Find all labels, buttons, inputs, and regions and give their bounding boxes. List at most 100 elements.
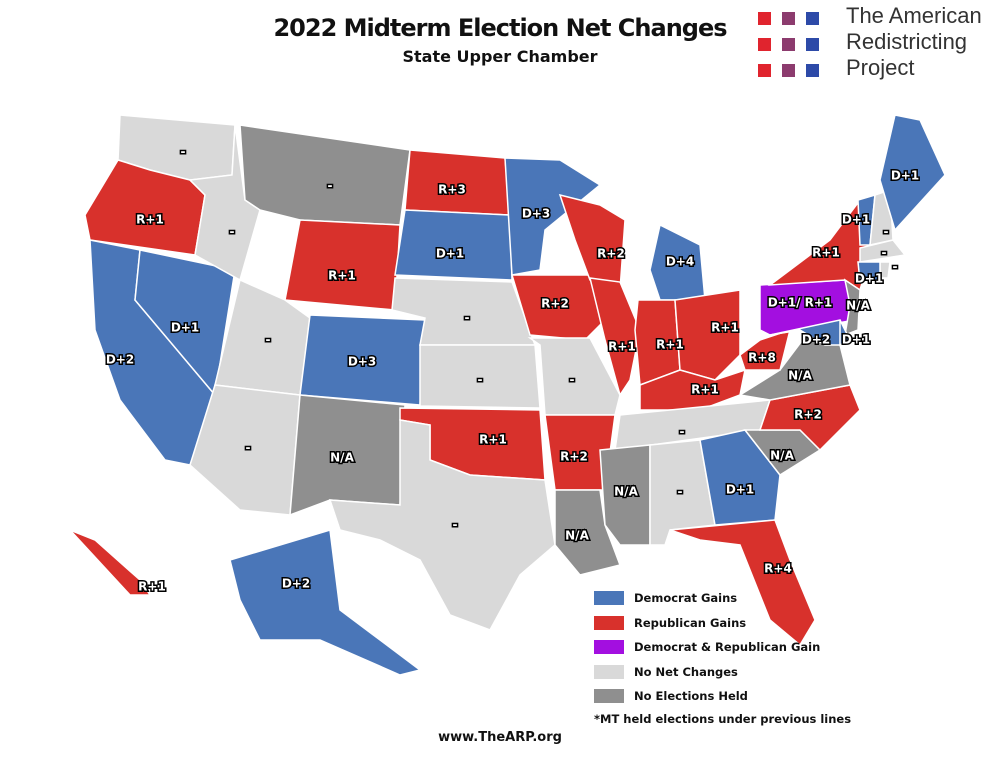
state-label-ny: R+1 xyxy=(812,246,840,260)
state-label-ok: R+1 xyxy=(479,433,507,447)
state-ks[interactable] xyxy=(419,344,541,409)
state-label-oh: R+1 xyxy=(711,321,739,335)
legend-item: No Elections Held xyxy=(594,684,851,709)
state-mt[interactable] xyxy=(239,124,411,226)
logo-square xyxy=(758,38,771,51)
state-label-in: R+1 xyxy=(656,338,684,352)
legend-label: Democrat & Republican Gain xyxy=(634,640,821,655)
legend-item: Democrat Gains xyxy=(594,586,851,611)
state-label-ca: D+2 xyxy=(106,353,134,367)
state-label-mn: D+3 xyxy=(522,207,550,221)
state-label-ms: N/A xyxy=(614,485,638,499)
state-label-nm: N/A xyxy=(330,451,354,465)
state-ak[interactable] xyxy=(229,529,422,676)
state-label-wy: R+1 xyxy=(328,269,356,283)
state-label-ky: R+1 xyxy=(691,383,719,397)
state-az[interactable] xyxy=(189,384,301,516)
state-label-id: - xyxy=(230,225,235,239)
legend-swatch xyxy=(594,664,624,679)
legend-note: *MT held elections under previous lines xyxy=(594,711,852,726)
logo-square xyxy=(758,12,771,25)
legend-item: Republican Gains xyxy=(594,611,851,636)
state-label-wv: R+8 xyxy=(748,351,776,365)
logo-square xyxy=(806,12,819,25)
state-label-az: - xyxy=(246,441,251,455)
logo-square xyxy=(806,38,819,51)
state-label-nd: R+3 xyxy=(438,183,466,197)
state-mo[interactable] xyxy=(527,337,621,416)
legend-item: No Net Changes xyxy=(594,660,851,685)
map-title: 2022 Midterm Election Net Changes xyxy=(273,14,727,42)
state-label-md: D+2 xyxy=(802,333,830,347)
state-label-il: R+1 xyxy=(608,340,636,354)
legend-swatch xyxy=(594,591,624,606)
legend-item: Democrat & Republican Gain xyxy=(594,635,851,660)
state-label-ct: D+1 xyxy=(855,272,883,286)
state-label-nh: - xyxy=(884,225,889,239)
state-ia[interactable] xyxy=(510,274,606,341)
state-label-ga: D+1 xyxy=(726,483,754,497)
state-il[interactable] xyxy=(589,277,641,397)
state-label-ks: - xyxy=(478,373,483,387)
legend-swatch xyxy=(594,615,624,630)
state-md[interactable] xyxy=(769,319,846,346)
state-hi[interactable] xyxy=(69,529,152,596)
legend-label: No Net Changes xyxy=(634,664,738,679)
state-label-fl: R+4 xyxy=(764,562,792,576)
legend-label: Republican Gains xyxy=(634,615,747,630)
state-wv[interactable] xyxy=(739,328,792,371)
state-label-de: D+1 xyxy=(842,333,870,347)
state-label-ne: - xyxy=(465,311,470,325)
state-label-ar: R+2 xyxy=(560,450,588,464)
state-label-al: - xyxy=(678,485,683,499)
state-label-sd: D+1 xyxy=(436,247,464,261)
state-la[interactable] xyxy=(554,489,621,576)
state-label-wi: R+2 xyxy=(597,247,625,261)
state-label-hi: R+1 xyxy=(138,580,166,594)
legend-swatch xyxy=(594,640,624,655)
state-de[interactable] xyxy=(839,319,852,347)
state-label-la: N/A xyxy=(565,529,589,543)
state-label-ma: - xyxy=(882,246,887,260)
state-label-sc: N/A xyxy=(770,449,794,463)
state-label-nv: D+1 xyxy=(171,321,199,335)
logo-text: Project xyxy=(846,55,915,80)
logo-text: The American xyxy=(846,3,982,28)
state-label-pa: D+1/ R+1 xyxy=(768,296,833,310)
state-label-mo: - xyxy=(570,373,575,387)
state-ma[interactable] xyxy=(859,239,907,263)
state-ms[interactable] xyxy=(599,444,651,546)
logo-square xyxy=(782,64,795,77)
state-label-wa: - xyxy=(181,145,186,159)
state-ct[interactable] xyxy=(857,261,881,283)
state-ky[interactable] xyxy=(639,368,746,411)
state-label-va: N/A xyxy=(788,369,812,383)
legend: Democrat Gains Republican Gains Democrat &… xyxy=(594,586,851,726)
state-label-ri: - xyxy=(893,260,898,274)
state-label-ut: - xyxy=(266,333,271,347)
state-sd[interactable] xyxy=(394,209,513,281)
state-oh[interactable] xyxy=(674,289,741,381)
logo-text: Redistricting xyxy=(846,29,968,54)
state-me[interactable] xyxy=(879,114,946,232)
legend-label: No Elections Held xyxy=(634,689,748,704)
logo-square xyxy=(782,12,795,25)
state-label-or: R+1 xyxy=(136,213,164,227)
website-url[interactable]: www.TheARP.org xyxy=(438,730,562,745)
state-label-tx: - xyxy=(453,518,458,532)
state-ga[interactable] xyxy=(699,429,781,526)
state-label-nj: N/A xyxy=(846,299,870,313)
state-wy[interactable] xyxy=(284,219,401,311)
state-label-co: D+3 xyxy=(348,355,376,369)
state-label-mi: D+4 xyxy=(666,255,694,269)
state-fl[interactable] xyxy=(669,519,816,647)
logo-square xyxy=(782,38,795,51)
map-subtitle: State Upper Chamber xyxy=(402,47,598,66)
state-label-vt: D+1 xyxy=(842,213,870,227)
state-label-nc: R+2 xyxy=(794,408,822,422)
state-label-me: D+1 xyxy=(891,169,919,183)
state-nj[interactable] xyxy=(843,278,861,337)
legend-label: Democrat Gains xyxy=(634,591,738,606)
